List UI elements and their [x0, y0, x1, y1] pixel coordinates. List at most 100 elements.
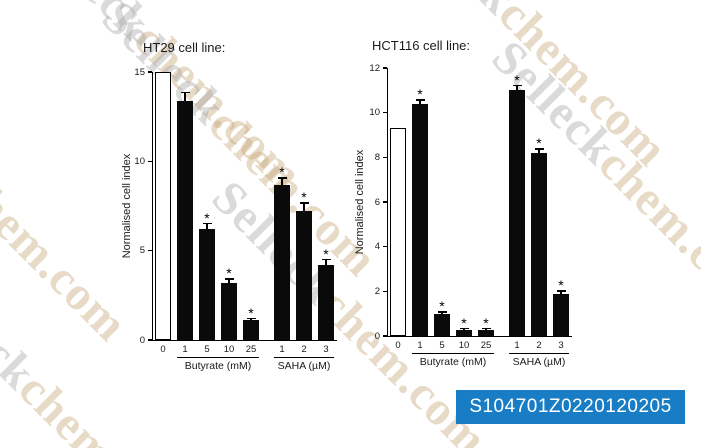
- chart-title: HT29 cell line:: [143, 40, 226, 55]
- y-axis-label: Normalised cell index: [121, 153, 133, 259]
- x-tick-label: 0: [395, 340, 401, 351]
- group-bracket: [412, 353, 494, 354]
- y-tick-label: 0: [374, 330, 380, 342]
- error-bar-cap: [277, 177, 287, 179]
- x-tick-label: 1: [182, 344, 188, 355]
- error-bar-line: [560, 290, 562, 294]
- significance-star: *: [301, 189, 307, 206]
- y-tick-mark: [382, 335, 387, 337]
- error-bar-line: [228, 278, 230, 283]
- bar: [221, 282, 237, 340]
- y-tick-label: 6: [374, 196, 380, 208]
- error-bar-cap: [534, 148, 544, 150]
- bar: [509, 90, 525, 336]
- chart-title: HCT116 cell line:: [372, 38, 471, 53]
- error-bar-line: [206, 222, 208, 230]
- x-tick-label: 25: [480, 340, 492, 351]
- bar: [318, 264, 334, 340]
- significance-star: *: [279, 164, 285, 181]
- error-bar-cap: [202, 222, 212, 225]
- y-tick-label: 4: [374, 241, 380, 253]
- error-bar-cap: [556, 290, 566, 292]
- x-tick-label: 1: [514, 340, 520, 351]
- chart-hct116: HCT116 cell line: Normalised cell index …: [340, 38, 600, 398]
- y-tick-mark: [382, 245, 387, 248]
- error-bar-line: [419, 99, 421, 104]
- bar: [478, 330, 494, 336]
- y-tick-mark: [147, 71, 152, 73]
- bar: [199, 229, 215, 340]
- bar: [553, 293, 569, 336]
- error-bar-line: [516, 84, 518, 91]
- y-tick-label: 15: [134, 66, 145, 78]
- error-bar-cap: [321, 258, 331, 261]
- y-tick-mark: [147, 160, 152, 163]
- plot-area: 0 5 10 15 0 1 * 5 * 10 * 25 * 1 * 2 * 3 Butyrate (mM) SAHA …: [134, 67, 337, 372]
- bar: [434, 313, 450, 336]
- significance-star: *: [323, 245, 329, 262]
- error-bar-cap: [299, 202, 309, 204]
- error-bar-line: [325, 258, 327, 265]
- plot-area: 0 2 4 6 8 10 12 0 * 1 * 5 * 10 * 25 * 1 * 2 * 3 Butyrate (mM) S…: [369, 63, 572, 368]
- group-bracket: [177, 357, 259, 358]
- bar: [296, 211, 312, 340]
- significance-star: *: [417, 86, 423, 103]
- x-tick-label: 1: [279, 344, 285, 355]
- error-bar-line: [303, 202, 305, 212]
- bar: [274, 184, 290, 340]
- error-bar-cap: [180, 91, 190, 94]
- x-tick-label: 2: [301, 344, 307, 355]
- bar: [456, 330, 472, 336]
- significance-star: *: [439, 298, 445, 314]
- group-label: SAHA (µM): [512, 356, 566, 368]
- significance-star: *: [514, 71, 520, 88]
- error-bar-line: [538, 148, 540, 153]
- bar: [531, 152, 547, 336]
- significance-star: *: [248, 304, 254, 321]
- y-tick-mark: [382, 111, 387, 114]
- y-tick-label: 5: [139, 245, 145, 257]
- error-bar-line: [184, 91, 186, 101]
- x-tick-label: 1: [417, 340, 423, 351]
- error-bar-cap: [481, 327, 491, 330]
- error-bar-cap: [224, 278, 234, 280]
- y-tick-label: 2: [374, 285, 380, 297]
- error-bar-cap: [415, 99, 425, 101]
- y-tick-label: 10: [369, 107, 380, 119]
- product-code-badge: S104701Z0220120205: [456, 390, 685, 424]
- y-tick-mark: [382, 156, 387, 159]
- bar: [155, 72, 171, 340]
- error-bar-line: [281, 177, 283, 185]
- error-bar-cap: [512, 84, 522, 87]
- x-tick-label: 5: [204, 344, 210, 355]
- group-label: Butyrate (mM): [184, 360, 252, 372]
- bar: [177, 100, 193, 340]
- significance-star: *: [461, 314, 467, 331]
- y-tick-label: 0: [139, 334, 145, 346]
- group-bracket: [274, 357, 334, 358]
- y-tick-label: 12: [369, 62, 380, 74]
- bar: [390, 128, 406, 336]
- y-tick-mark: [382, 67, 387, 69]
- bar: [243, 320, 259, 340]
- chart-ht29: HT29 cell line: Normalised cell index 0 5…: [105, 40, 360, 400]
- x-tick-label: 10: [458, 340, 470, 351]
- y-tick-mark: [147, 249, 152, 252]
- bar: [412, 103, 428, 336]
- y-tick-mark: [382, 290, 387, 293]
- group-label: Butyrate (mM): [419, 356, 487, 368]
- y-tick-label: 8: [374, 151, 380, 163]
- significance-star: *: [226, 265, 232, 282]
- significance-star: *: [558, 277, 564, 294]
- y-tick-mark: [382, 201, 387, 203]
- group-bracket: [509, 353, 569, 354]
- x-tick-label: 5: [439, 340, 445, 351]
- x-tick-label: 10: [223, 344, 235, 355]
- error-bar-cap: [459, 327, 469, 330]
- x-tick-label: 3: [323, 344, 329, 355]
- y-tick-mark: [147, 339, 152, 341]
- x-tick-label: 25: [245, 344, 257, 355]
- error-bar-cap: [437, 311, 447, 313]
- x-tick-label: 0: [160, 344, 166, 355]
- significance-star: *: [483, 314, 489, 331]
